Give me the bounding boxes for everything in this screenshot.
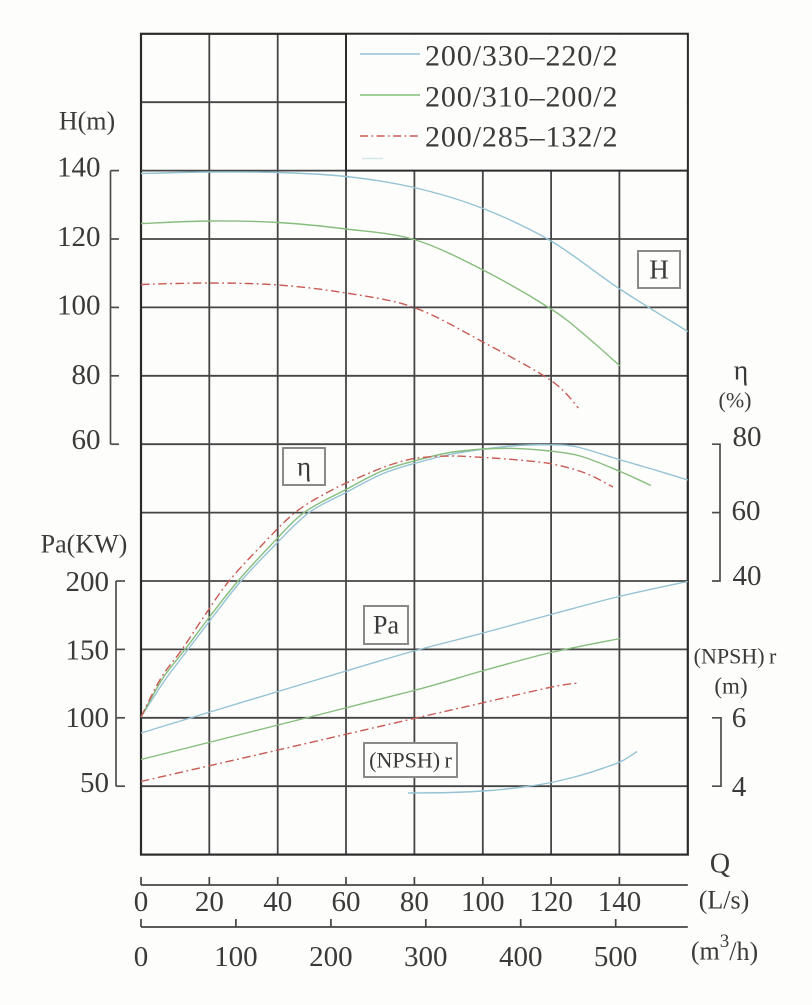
svg-text:0: 0 [134,941,149,973]
svg-text:120: 120 [529,886,573,918]
svg-text:400: 400 [499,941,543,973]
svg-text:20: 20 [195,886,224,918]
svg-text:(%): (%) [719,388,752,413]
svg-text:100: 100 [214,941,258,973]
svg-text:200/310–200/2: 200/310–200/2 [425,81,618,114]
svg-text:140: 140 [57,152,101,184]
svg-text:40: 40 [733,560,762,592]
svg-text:Pa(KW): Pa(KW) [41,530,128,559]
svg-text:η: η [734,356,749,387]
svg-text:4: 4 [732,771,747,803]
svg-text:50: 50 [80,767,109,799]
svg-text:(L/s): (L/s) [699,886,750,915]
svg-text:120: 120 [57,221,101,253]
svg-text:300: 300 [404,941,448,973]
svg-text:(m): (m) [714,674,747,699]
svg-text:100: 100 [57,289,101,321]
svg-text:140: 140 [598,886,642,918]
svg-text:150: 150 [66,634,110,666]
svg-text:(NPSH) r: (NPSH) r [369,748,452,773]
svg-text:0: 0 [134,886,149,918]
svg-text:100: 100 [461,886,505,918]
svg-text:H: H [649,255,669,285]
svg-text:η: η [297,452,311,482]
svg-text:40: 40 [263,886,292,918]
svg-text:60: 60 [732,495,761,527]
svg-text:Pa: Pa [373,611,399,640]
svg-text:200/330–220/2: 200/330–220/2 [425,40,618,73]
svg-text:500: 500 [594,941,638,973]
svg-text:80: 80 [72,359,101,391]
svg-text:(NPSH) r: (NPSH) r [694,644,777,669]
svg-text:80: 80 [400,886,429,918]
svg-text:H(m): H(m) [59,107,115,136]
svg-text:200/285–132/2: 200/285–132/2 [425,121,618,154]
svg-text:200: 200 [309,941,353,973]
svg-text:60: 60 [332,886,361,918]
svg-text:200: 200 [66,566,110,598]
svg-text:100: 100 [66,702,110,734]
svg-text:6: 6 [732,702,747,734]
svg-text:(m3/h): (m3/h) [691,931,758,966]
svg-text:Q: Q [710,849,730,880]
svg-text:60: 60 [72,424,101,456]
svg-text:80: 80 [733,421,762,453]
